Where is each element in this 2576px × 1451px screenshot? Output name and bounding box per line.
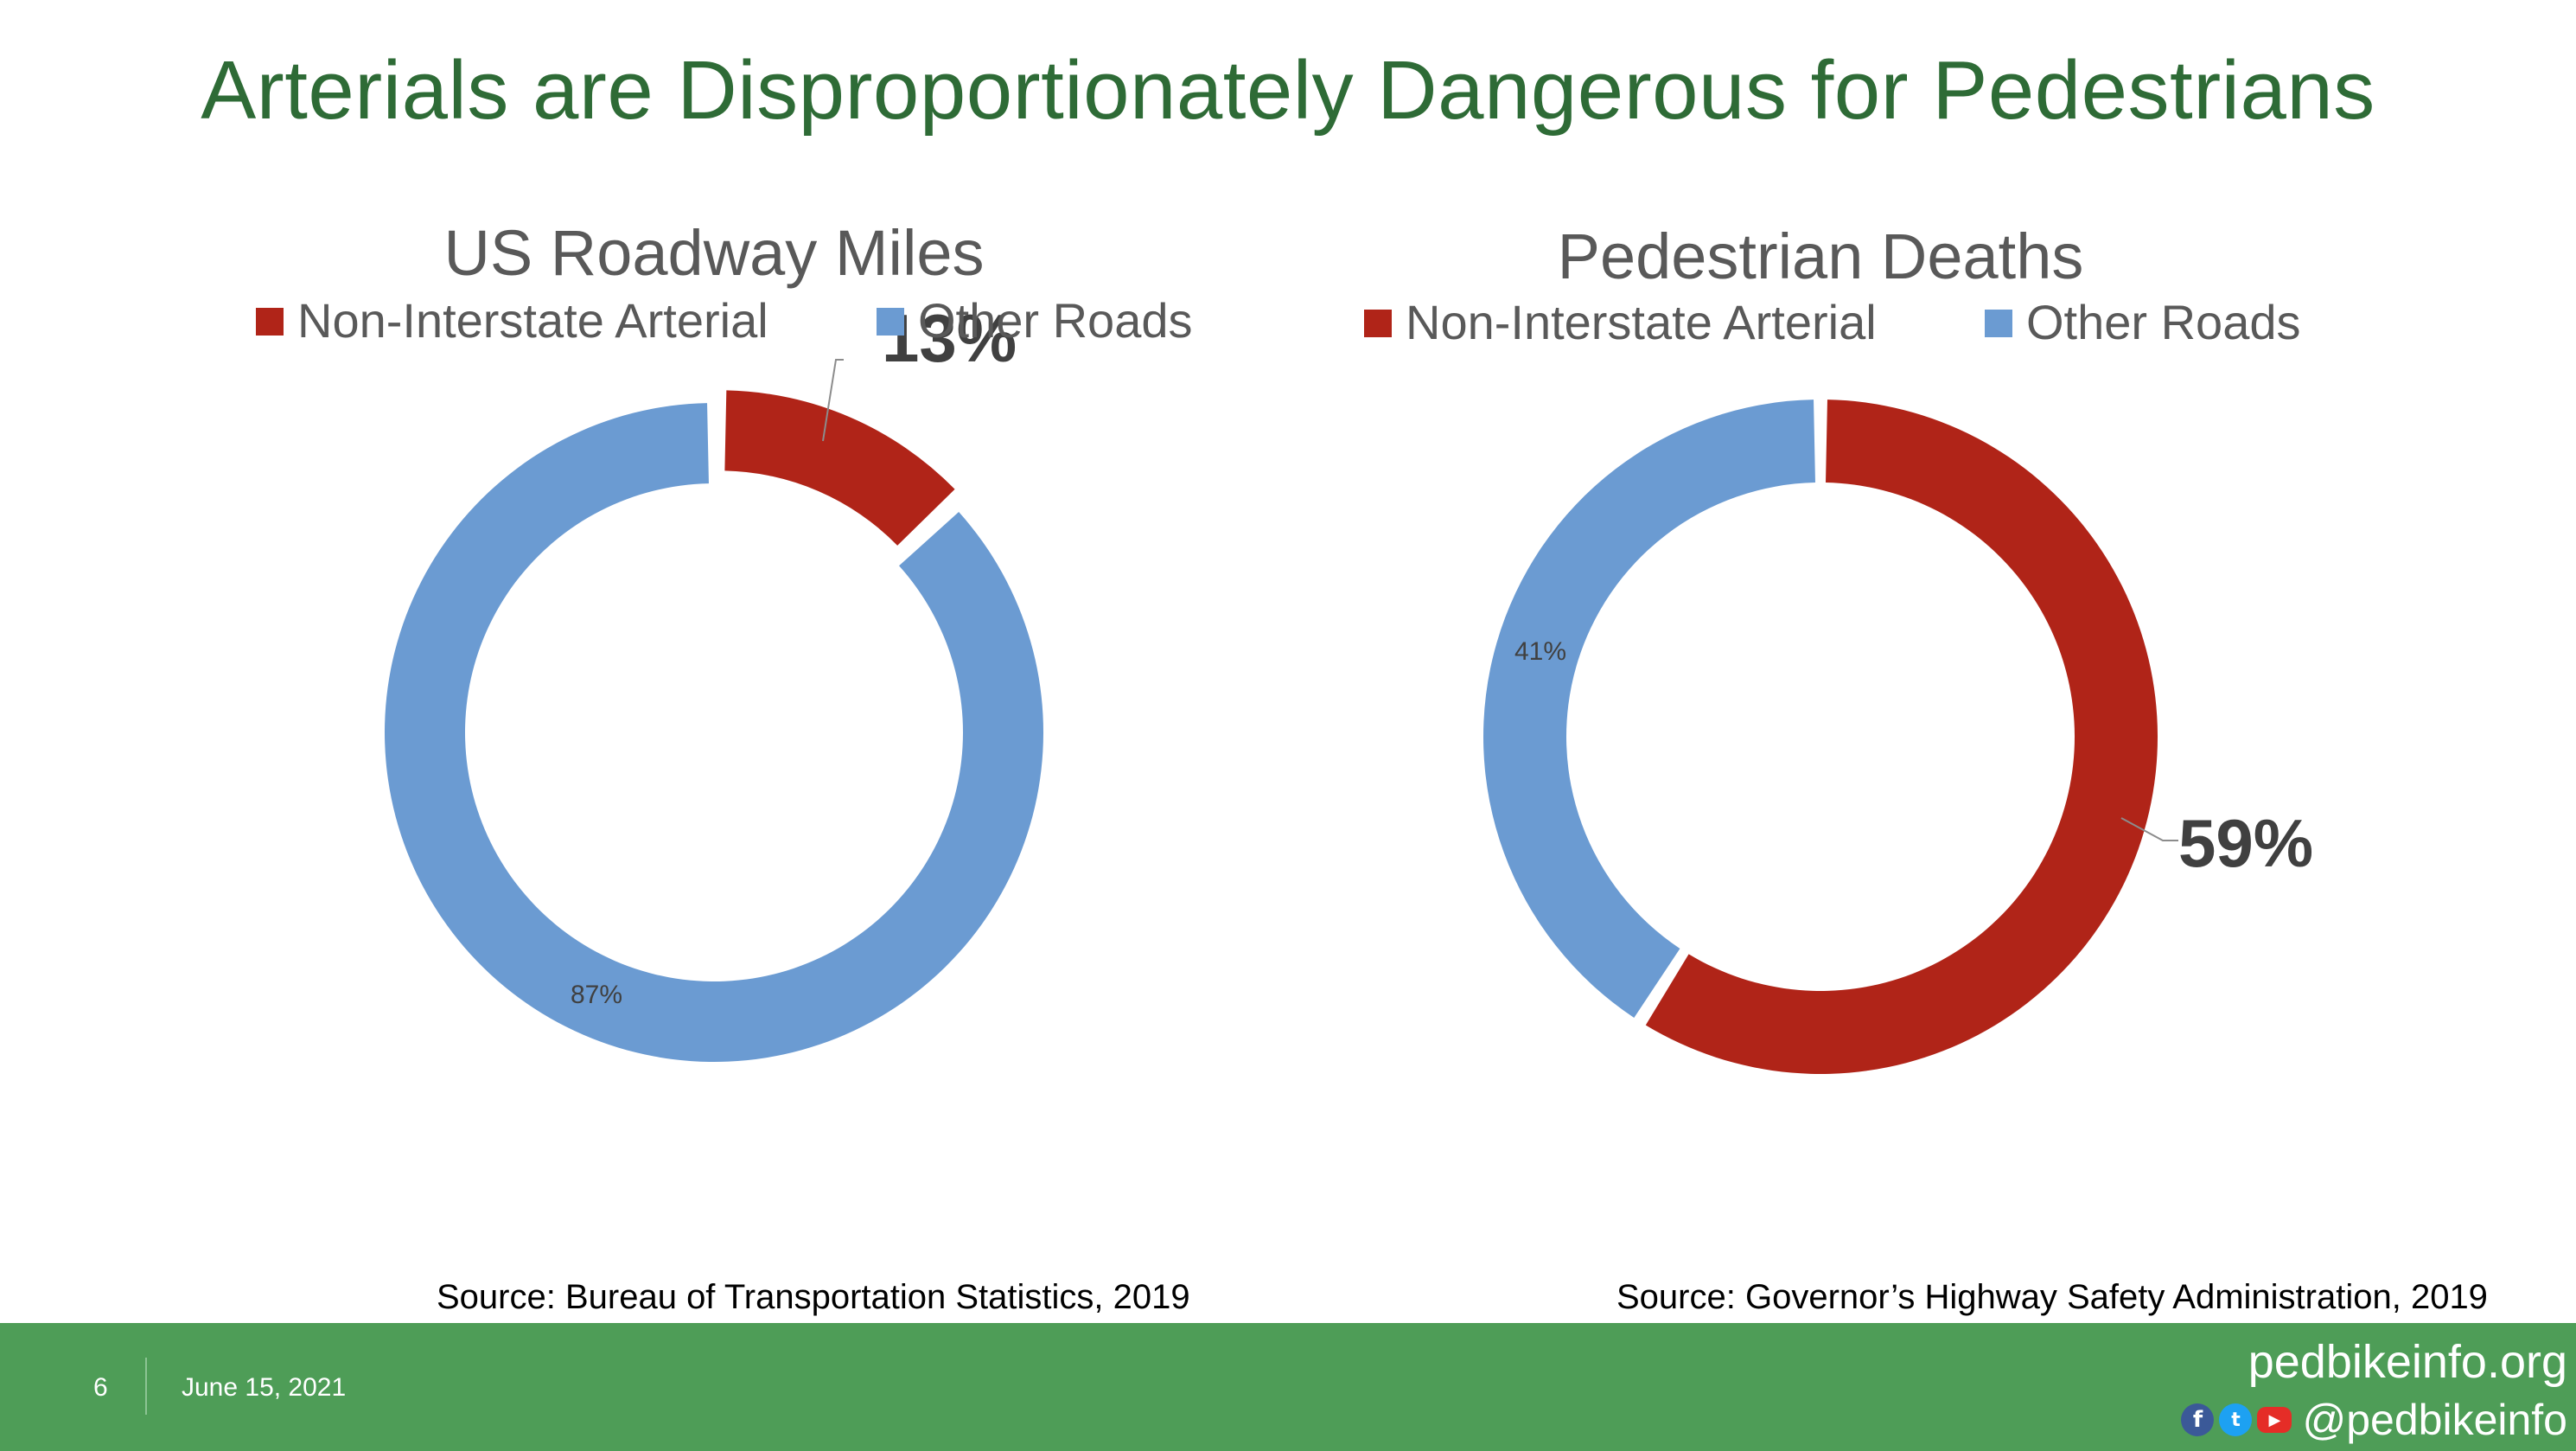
chart-title: Pedestrian Deaths xyxy=(1558,221,2084,292)
slide-title: Arterials are Disproportionately Dangero… xyxy=(201,44,2375,137)
data-label-other-roads: 41% xyxy=(1514,637,1566,666)
data-label-non-interstate-arterial: 13% xyxy=(882,300,1017,376)
legend-label-non-interstate-arterial: Non-Interstate Arterial xyxy=(297,293,768,348)
slice-non-interstate-arterial xyxy=(1645,400,2158,1075)
page-number: 6 xyxy=(93,1373,108,1402)
youtube-icon[interactable]: ▶ xyxy=(2257,1407,2292,1433)
leader-line-non-interstate-arterial xyxy=(2120,817,2178,841)
chart-pedestrian-deaths: Pedestrian Deaths 59% 41% Non-Interstate … xyxy=(1364,221,2313,1075)
slice-other-roads xyxy=(385,403,1044,1062)
social-row: f t ▶ @pedbikeinfo xyxy=(2181,1396,2567,1444)
legend: Non-Interstate Arterial Other Roads xyxy=(1364,295,2301,349)
chart-title: US Roadway Miles xyxy=(443,217,984,289)
social-handle[interactable]: @pedbikeinfo xyxy=(2302,1396,2567,1444)
leader-line-non-interstate-arterial xyxy=(822,359,844,442)
footer-date: June 15, 2021 xyxy=(182,1373,347,1402)
legend-swatch-non-interstate-arterial xyxy=(1364,310,1392,337)
footer-bar: 6 June 15, 2021 pedbikeinfo.org f t ▶ @p… xyxy=(0,1323,2576,1451)
chart-us-roadway-miles: US Roadway Miles 13% 87% Non-Interstate A… xyxy=(256,217,1193,1062)
legend-label-other-roads: Other Roads xyxy=(918,293,1193,348)
legend-swatch-non-interstate-arterial xyxy=(256,308,284,336)
legend-swatch-other-roads xyxy=(877,308,904,336)
legend-label-other-roads: Other Roads xyxy=(2026,295,2301,349)
slice-other-roads xyxy=(1483,400,1815,1018)
legend-label-non-interstate-arterial: Non-Interstate Arterial xyxy=(1406,295,1877,349)
data-label-other-roads: 87% xyxy=(571,981,622,1009)
facebook-icon[interactable]: f xyxy=(2181,1403,2215,1436)
legend: Non-Interstate Arterial Other Roads xyxy=(256,293,1193,348)
footer-divider xyxy=(145,1358,147,1415)
source-note-right: Source: Governor’s Highway Safety Admini… xyxy=(1616,1278,2488,1316)
data-label-non-interstate-arterial: 59% xyxy=(2178,805,2313,881)
twitter-icon[interactable]: t xyxy=(2219,1403,2253,1436)
source-note-left: Source: Bureau of Transportation Statist… xyxy=(437,1278,1190,1316)
legend-swatch-other-roads xyxy=(1985,310,2012,337)
slice-non-interstate-arterial xyxy=(724,390,955,546)
site-url[interactable]: pedbikeinfo.org xyxy=(2248,1336,2567,1388)
